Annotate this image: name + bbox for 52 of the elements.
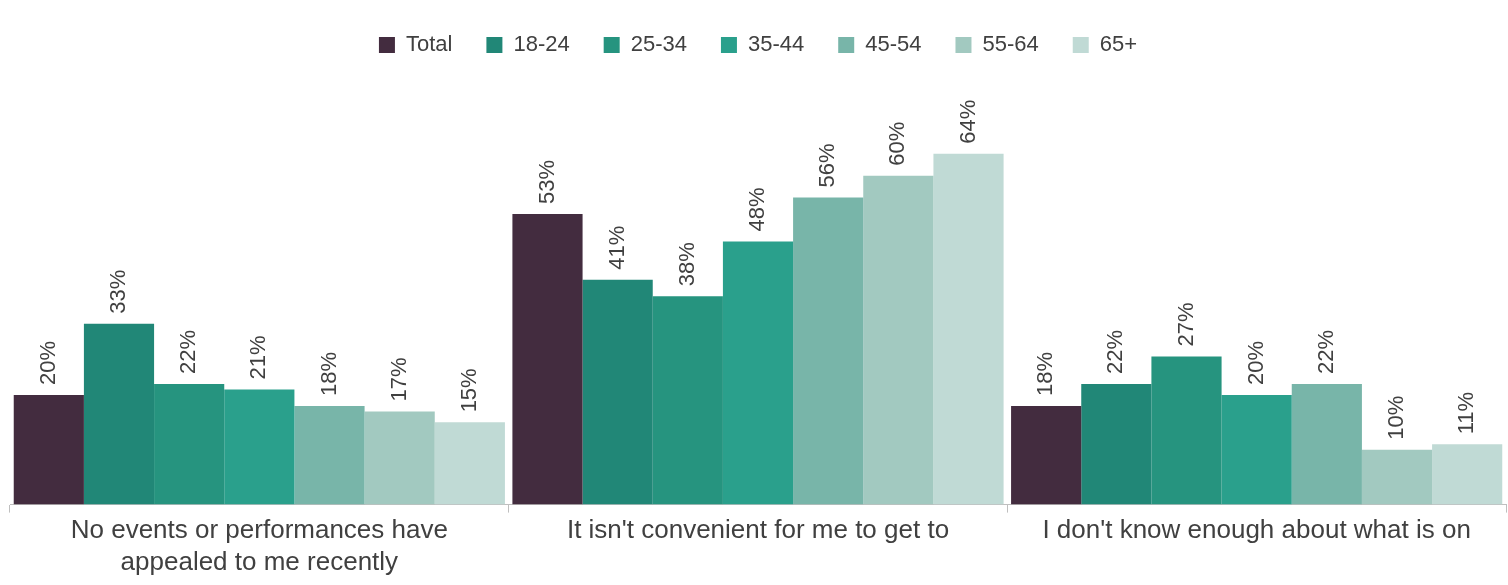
data-label: 64% bbox=[954, 99, 980, 144]
legend-label: 55-64 bbox=[982, 31, 1039, 57]
data-label: 56% bbox=[814, 143, 840, 188]
legend-label: 25-34 bbox=[630, 31, 687, 57]
data-label: 22% bbox=[1312, 329, 1338, 374]
bar bbox=[933, 153, 1004, 505]
bar bbox=[1432, 444, 1503, 505]
legend-label: 65+ bbox=[1099, 31, 1138, 57]
data-label: 11% bbox=[1453, 391, 1479, 435]
bar bbox=[582, 279, 653, 505]
data-label: 22% bbox=[1102, 329, 1128, 374]
data-label: 21% bbox=[245, 335, 271, 380]
bar bbox=[1361, 449, 1433, 505]
data-label: 18% bbox=[1032, 351, 1058, 396]
data-label: 10% bbox=[1383, 395, 1409, 440]
bar bbox=[364, 411, 435, 505]
data-label: 48% bbox=[744, 187, 770, 232]
bar bbox=[154, 383, 225, 505]
data-label: 17% bbox=[385, 357, 411, 402]
legend-label: Total bbox=[405, 31, 453, 57]
bar bbox=[1011, 405, 1082, 505]
bar bbox=[722, 241, 794, 505]
x-tick-label: No events or performances have appealed to me recently bbox=[70, 514, 448, 576]
data-label: 60% bbox=[884, 121, 910, 166]
data-label: 27% bbox=[1172, 302, 1198, 347]
data-label: 41% bbox=[603, 225, 629, 270]
data-label: 20% bbox=[1242, 340, 1268, 385]
legend-label: 45-54 bbox=[865, 31, 922, 57]
legend-label: 35-44 bbox=[747, 31, 805, 57]
data-label: 22% bbox=[175, 329, 201, 374]
bar bbox=[294, 405, 365, 505]
bar bbox=[1221, 394, 1292, 505]
bar bbox=[13, 394, 84, 505]
bar bbox=[512, 214, 583, 505]
data-label: 18% bbox=[315, 351, 341, 396]
data-label: 38% bbox=[673, 242, 699, 287]
bar bbox=[434, 422, 505, 505]
legend-label: 18-24 bbox=[513, 31, 570, 57]
data-label: 20% bbox=[34, 340, 60, 385]
bar bbox=[863, 175, 934, 505]
bar bbox=[652, 296, 723, 505]
bar bbox=[83, 323, 155, 505]
bar bbox=[1291, 383, 1362, 505]
data-label: 33% bbox=[105, 269, 131, 314]
bar bbox=[1151, 356, 1222, 505]
data-label: 15% bbox=[455, 368, 481, 413]
x-tick-label: It isn't convenient for me to get to bbox=[566, 514, 950, 545]
bar bbox=[793, 197, 864, 505]
bar bbox=[1081, 383, 1152, 505]
bar bbox=[224, 389, 295, 505]
x-tick-label: I don't know enough about what is on bbox=[1042, 514, 1471, 545]
data-label: 53% bbox=[533, 159, 559, 205]
